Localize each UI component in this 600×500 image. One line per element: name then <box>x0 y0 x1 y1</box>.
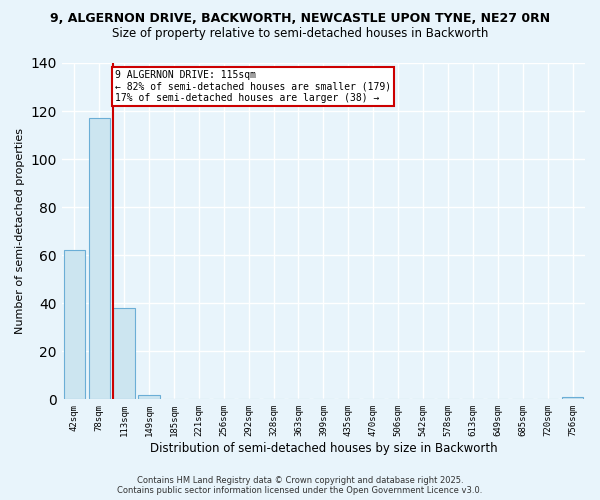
Bar <box>89 118 110 400</box>
X-axis label: Distribution of semi-detached houses by size in Backworth: Distribution of semi-detached houses by … <box>149 442 497 455</box>
Bar <box>562 397 583 400</box>
Text: Size of property relative to semi-detached houses in Backworth: Size of property relative to semi-detach… <box>112 28 488 40</box>
Text: 9, ALGERNON DRIVE, BACKWORTH, NEWCASTLE UPON TYNE, NE27 0RN: 9, ALGERNON DRIVE, BACKWORTH, NEWCASTLE … <box>50 12 550 26</box>
Y-axis label: Number of semi-detached properties: Number of semi-detached properties <box>15 128 25 334</box>
Bar <box>113 308 134 400</box>
Text: 9 ALGERNON DRIVE: 115sqm
← 82% of semi-detached houses are smaller (179)
17% of : 9 ALGERNON DRIVE: 115sqm ← 82% of semi-d… <box>115 70 391 103</box>
Text: Contains HM Land Registry data © Crown copyright and database right 2025.
Contai: Contains HM Land Registry data © Crown c… <box>118 476 482 495</box>
Bar <box>64 250 85 400</box>
Bar <box>139 394 160 400</box>
